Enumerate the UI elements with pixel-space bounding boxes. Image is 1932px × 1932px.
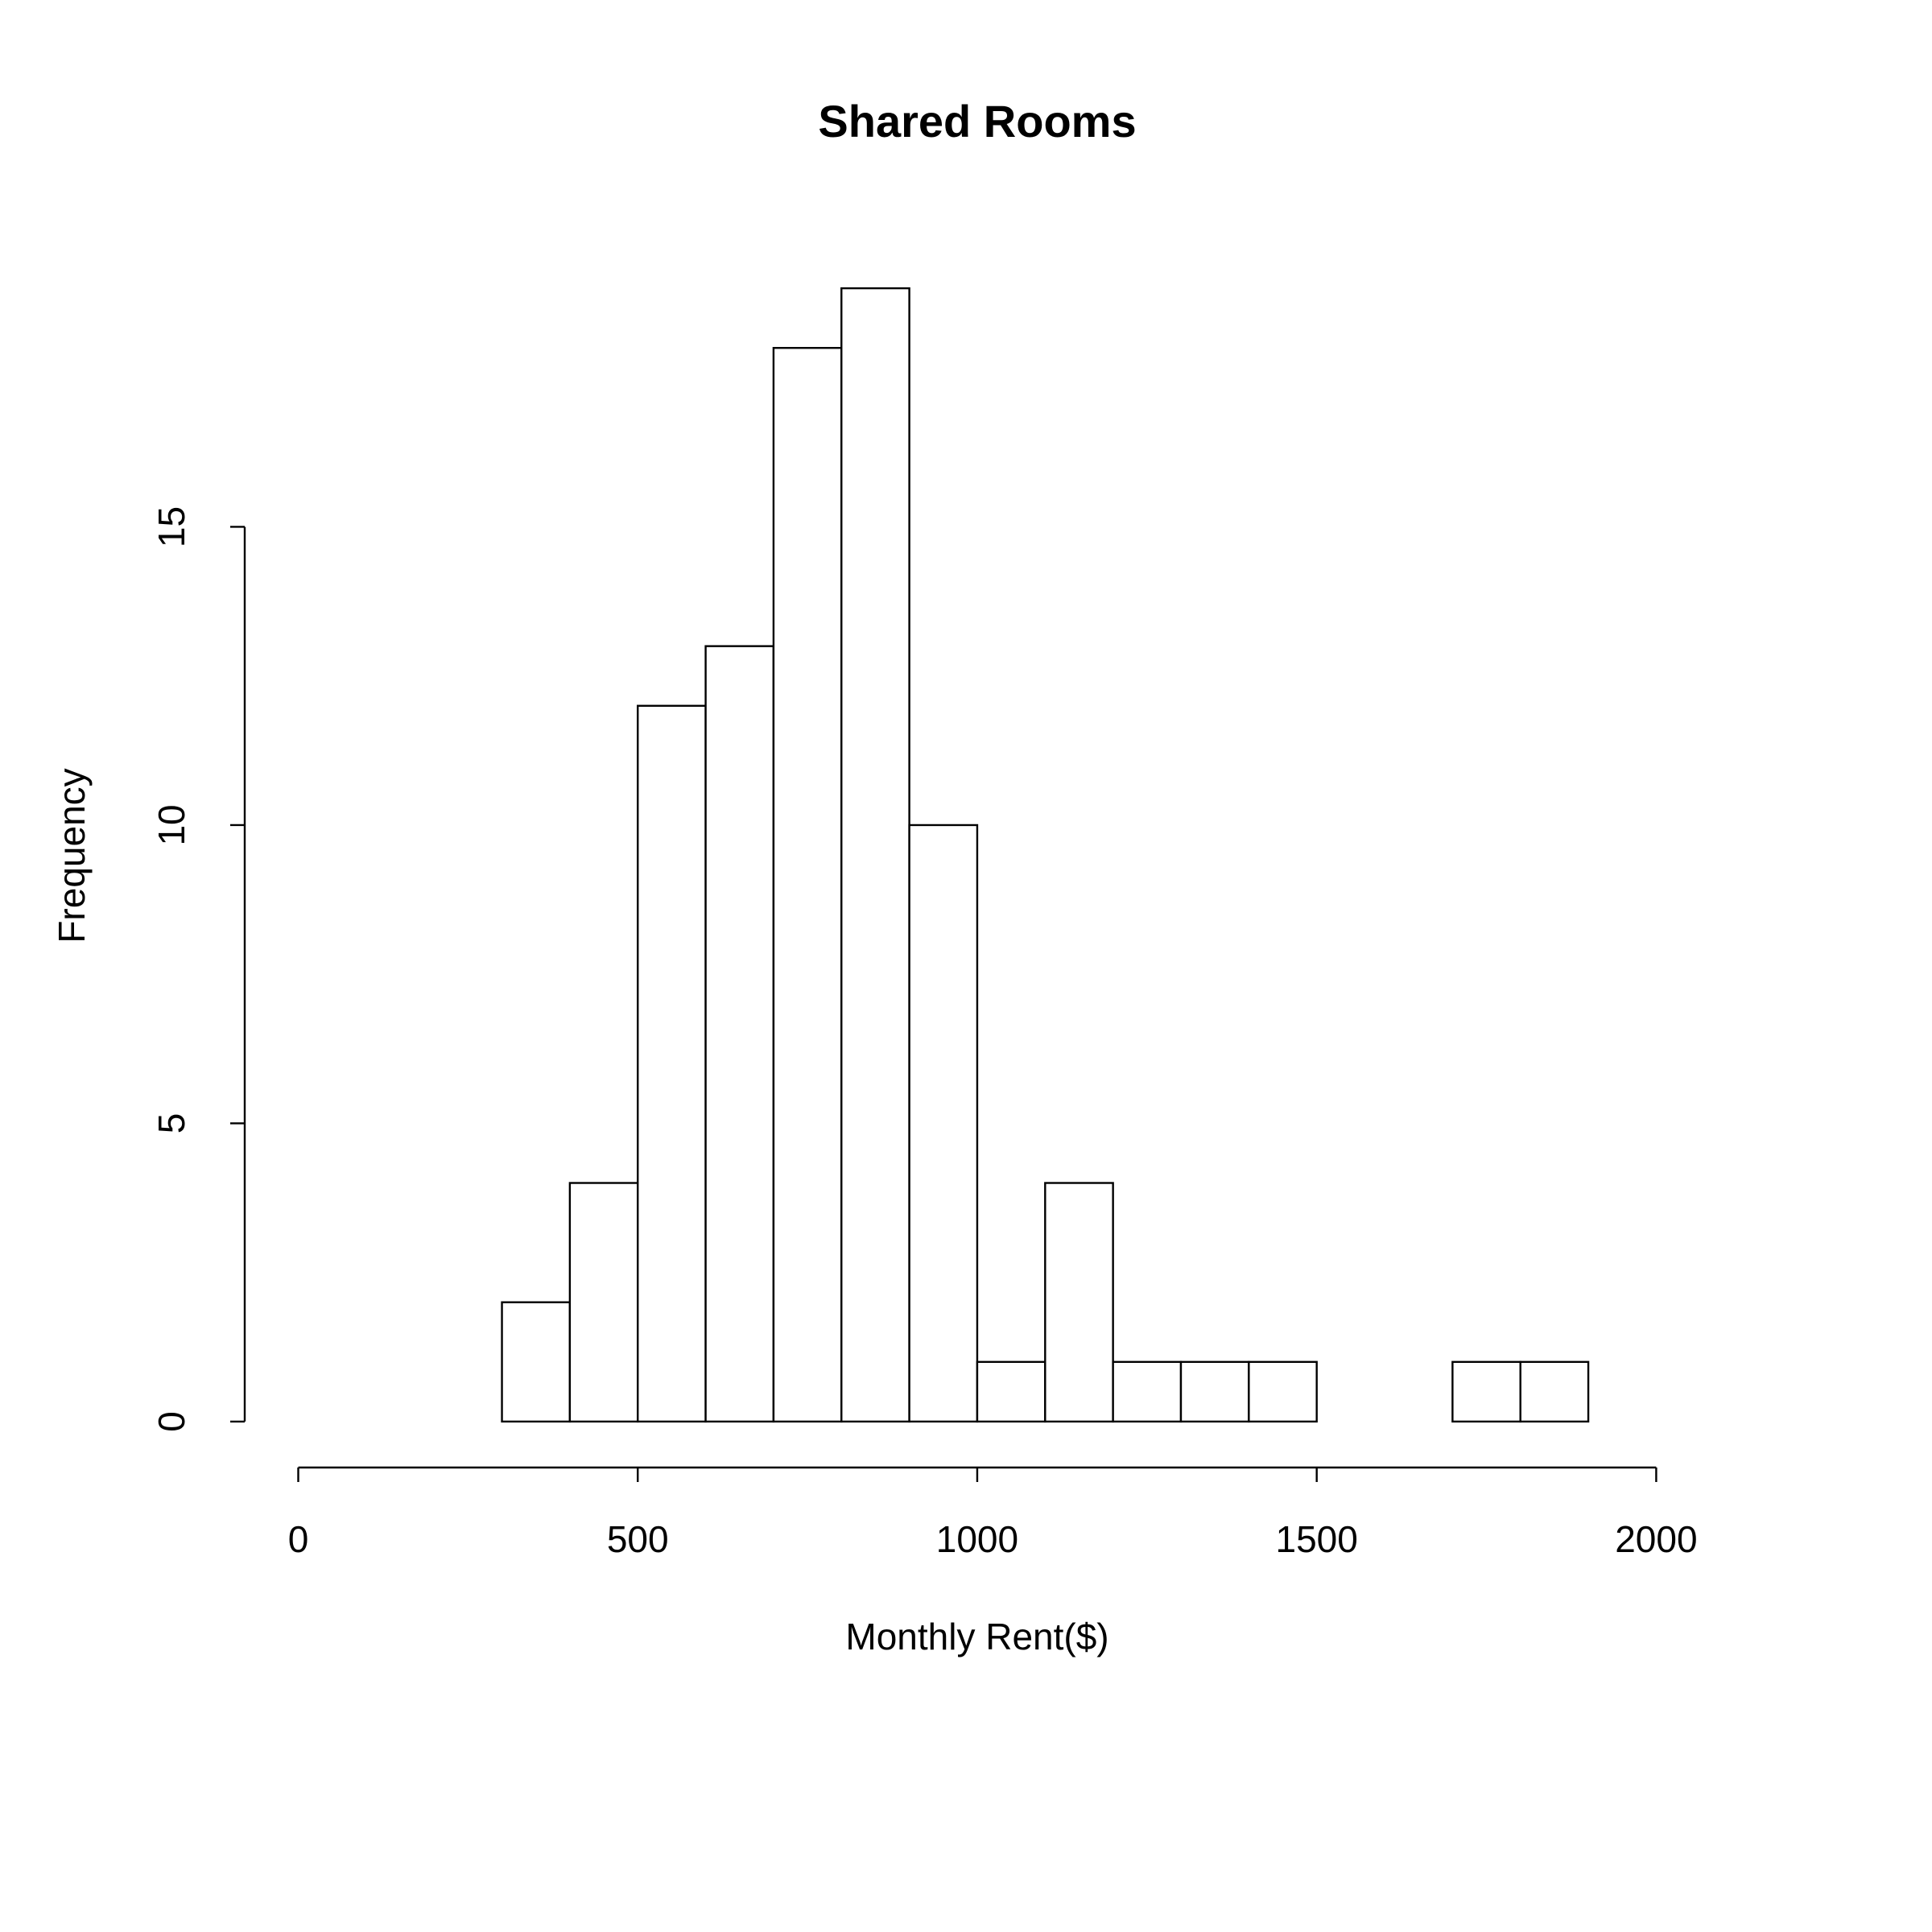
bar (704, 645, 775, 1423)
bar (1179, 1360, 1250, 1423)
chart-title: Shared Rooms (818, 96, 1136, 147)
bar (1519, 1360, 1590, 1423)
bar (501, 1301, 572, 1423)
bar (568, 1182, 639, 1423)
bar (1451, 1360, 1521, 1423)
bar (637, 704, 707, 1423)
bar (1112, 1360, 1183, 1423)
bar (976, 1360, 1046, 1423)
y-tick-label: 15 (151, 506, 192, 547)
bar (1248, 1360, 1318, 1423)
x-tick-label: 2000 (1615, 1518, 1697, 1560)
y-tick-label: 10 (151, 804, 192, 845)
x-tick-label: 1000 (936, 1518, 1018, 1560)
y-tick-label: 0 (151, 1411, 192, 1432)
x-tick-label: 500 (607, 1518, 669, 1560)
x-tick-label: 1500 (1276, 1518, 1358, 1560)
y-tick-label: 5 (151, 1113, 192, 1134)
bar (1044, 1182, 1114, 1423)
bar (840, 287, 910, 1423)
x-tick-label: 0 (288, 1518, 309, 1560)
x-axis-label: Monthly Rent($) (845, 1616, 1108, 1657)
bar (908, 824, 979, 1423)
y-axis-label: Frequency (51, 768, 93, 943)
bar (772, 346, 843, 1423)
